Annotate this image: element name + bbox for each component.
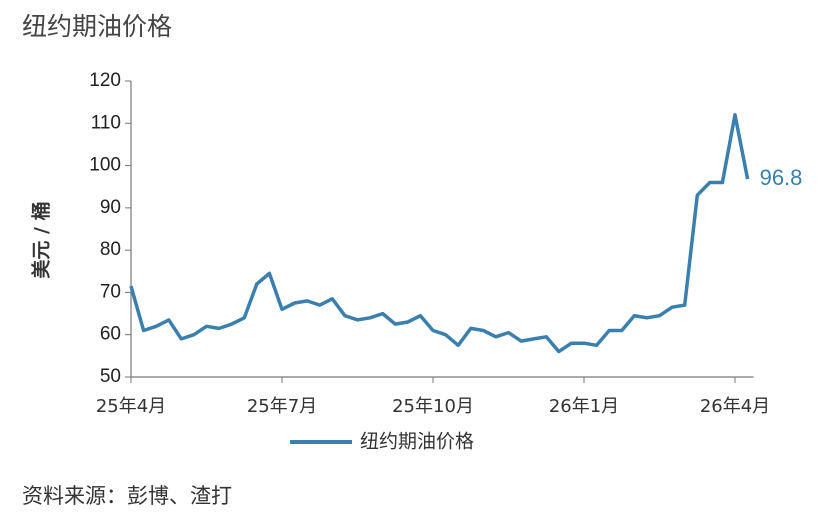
x-tick-label: 25年10月 (392, 396, 474, 417)
x-tick-label: 25年7月 (247, 396, 317, 417)
y-tick-label: 50 (100, 366, 121, 387)
legend-label: 纽约期油价格 (360, 431, 474, 453)
y-tick-label: 60 (100, 324, 121, 345)
y-tick-label: 70 (100, 281, 121, 302)
data-label: 96.8 (760, 165, 803, 190)
x-tick-label: 26年1月 (549, 396, 619, 417)
y-tick-label: 100 (89, 155, 121, 176)
y-tick-label: 80 (100, 239, 121, 260)
source-note: 资料来源：彭博、渣打 (22, 484, 232, 508)
data-line (129, 113, 750, 354)
chart-title: 纽约期油价格 (22, 12, 172, 41)
x-tick-label: 25年4月 (96, 396, 166, 417)
y-tick-label: 120 (89, 70, 121, 91)
y-axis-label: 美元 / 桶 (30, 201, 53, 278)
y-tick-label: 110 (91, 112, 121, 133)
y-tick-label: 90 (100, 197, 121, 218)
x-tick-label: 26年4月 (700, 396, 770, 417)
